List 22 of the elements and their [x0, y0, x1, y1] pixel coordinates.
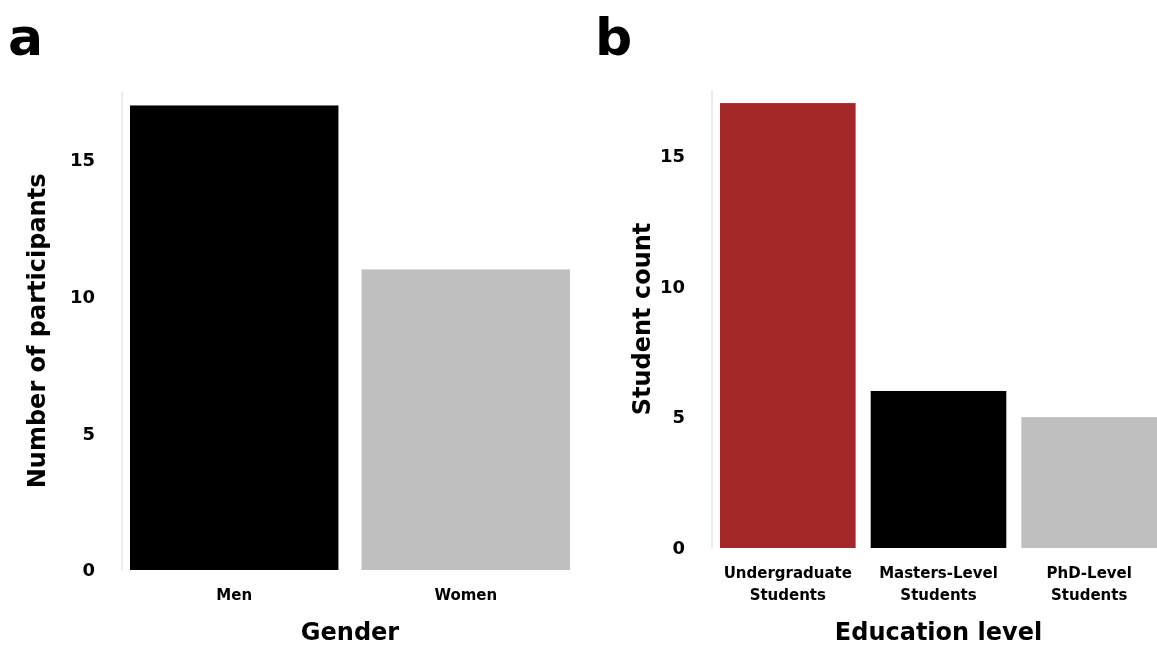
y-tick-label: 15: [69, 149, 95, 171]
chart-title: a: [8, 7, 44, 67]
x-tick-label: PhD-Level Students: [1046, 564, 1132, 604]
x-tick-label: Undergraduate Students: [723, 564, 852, 604]
y-axis-title: Student count: [628, 222, 656, 416]
y-tick-label: 0: [82, 559, 95, 581]
y-tick-label: 5: [672, 406, 685, 428]
x-tick-label: Women: [434, 586, 498, 604]
x-tick-label: Men: [216, 586, 253, 604]
x-tick-label: Masters-Level Students: [879, 564, 998, 604]
bar: [1021, 417, 1157, 548]
y-tick-label: 5: [82, 422, 95, 444]
y-tick-label: 10: [659, 275, 685, 297]
bar: [870, 390, 1007, 548]
x-axis-title: Education level: [834, 618, 1043, 646]
x-axis-title: Gender: [300, 618, 400, 646]
chart-title: b: [595, 7, 633, 67]
y-axis-title: Number of participants: [23, 173, 51, 489]
y-tick-label: 0: [672, 537, 685, 559]
y-tick-label: 15: [659, 144, 685, 166]
y-tick-label: 10: [69, 286, 95, 308]
bar: [720, 103, 856, 548]
